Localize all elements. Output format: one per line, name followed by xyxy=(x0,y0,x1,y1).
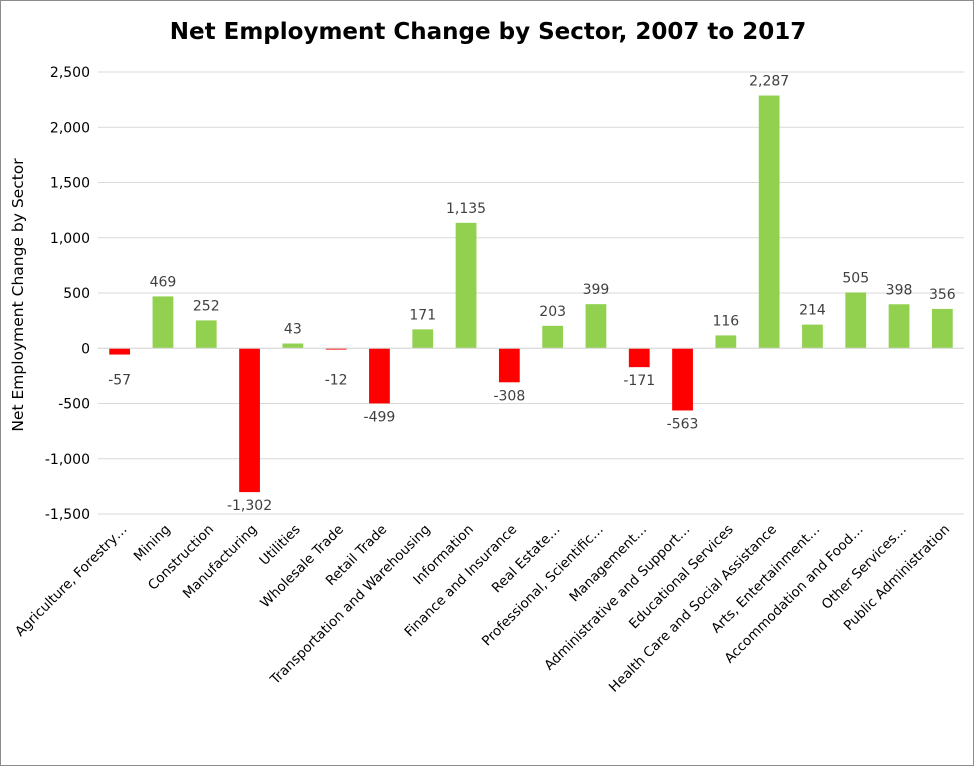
category-labels: Agriculture, Forestry… MiningConstruction… xyxy=(12,522,953,696)
y-tick-label: -1,500 xyxy=(45,507,90,523)
category-label: Manufacturing xyxy=(180,522,260,602)
bar xyxy=(195,320,217,349)
data-labels: -57 469 252 -1,302 43 -12 -499 171 1,135 -308 203 3… xyxy=(108,74,956,515)
category-label: Management… xyxy=(566,522,650,606)
bar xyxy=(542,325,564,349)
y-tick-label: 1,500 xyxy=(50,176,90,192)
data-label: 505 xyxy=(842,270,869,286)
bar xyxy=(845,292,867,349)
bars xyxy=(109,95,953,493)
bar xyxy=(109,348,131,355)
bar xyxy=(672,348,693,411)
data-label: 171 xyxy=(409,307,436,323)
data-label: 2,287 xyxy=(749,74,789,90)
y-tick-label: 500 xyxy=(63,286,90,302)
data-label: -308 xyxy=(493,388,525,404)
bar xyxy=(498,348,520,383)
data-label: -171 xyxy=(623,373,655,389)
data-label: 116 xyxy=(712,313,739,329)
bar xyxy=(455,222,477,349)
bar xyxy=(369,348,390,404)
y-tick-label: 1,000 xyxy=(50,231,90,247)
data-label: 399 xyxy=(583,282,610,298)
y-tick-label: -500 xyxy=(58,397,90,413)
bar xyxy=(628,348,650,368)
data-label: 1,135 xyxy=(446,201,486,217)
data-label: 203 xyxy=(539,304,566,320)
data-label: 252 xyxy=(193,298,220,314)
bar xyxy=(758,95,780,349)
bar xyxy=(585,304,607,349)
data-label: -563 xyxy=(667,416,699,432)
data-label: -57 xyxy=(108,372,131,388)
data-label: 398 xyxy=(886,282,913,298)
y-tick-label: 2,000 xyxy=(50,120,90,136)
data-label: -1,302 xyxy=(227,498,272,514)
data-label: 43 xyxy=(284,321,302,337)
bar xyxy=(152,296,174,349)
data-label: -12 xyxy=(325,372,348,388)
bar xyxy=(802,324,823,349)
data-label: -499 xyxy=(364,409,396,425)
y-tick-labels: 2,500 2,000 1,500 1,000 500 0 -500 -1,000 -1,500 xyxy=(45,65,90,523)
bar xyxy=(715,335,737,349)
data-label: 356 xyxy=(929,287,956,303)
bar xyxy=(325,348,347,350)
bar xyxy=(888,304,910,349)
bar xyxy=(239,348,260,493)
y-tick-label: 2,500 xyxy=(50,65,90,81)
chart-title: Net Employment Change by Sector, 2007 to… xyxy=(169,19,807,45)
data-label: 214 xyxy=(799,303,826,319)
gridlines xyxy=(98,71,964,515)
category-label: Agriculture, Forestry… xyxy=(12,522,130,640)
category-label: Transportation and Warehousing xyxy=(267,522,434,689)
bar xyxy=(282,343,304,349)
bar xyxy=(931,308,953,349)
data-label: 469 xyxy=(150,274,177,290)
y-tick-label: 0 xyxy=(81,341,90,357)
y-tick-label: -1,000 xyxy=(45,452,90,468)
category-label: Mining xyxy=(131,522,174,565)
bar xyxy=(412,329,434,349)
